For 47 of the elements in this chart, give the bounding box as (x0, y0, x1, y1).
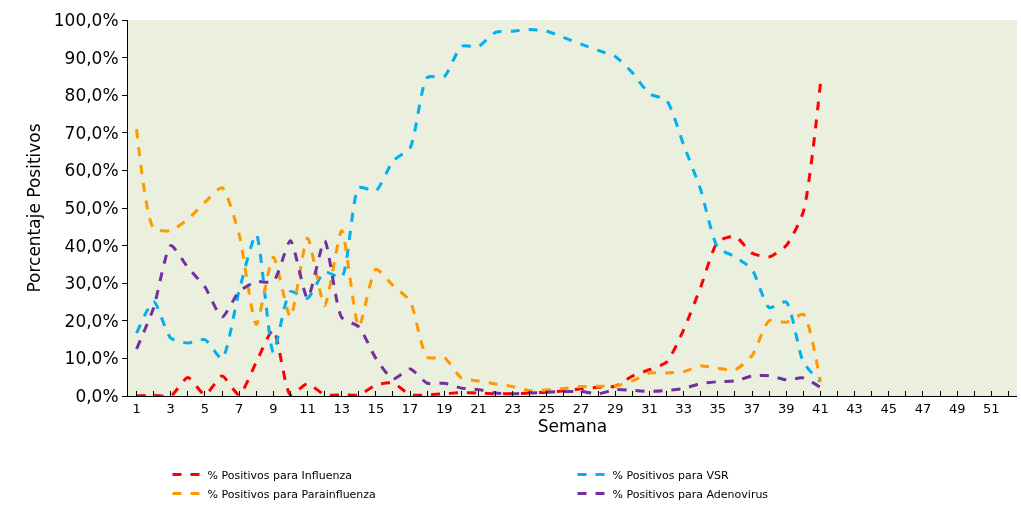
x-tick-label: 23 (504, 400, 521, 416)
y-tick-label: 40,0% (64, 235, 119, 256)
x-tick-label: 21 (470, 400, 487, 416)
x-tick-label: 45 (880, 400, 898, 416)
y-tick-label: 100,0% (53, 9, 119, 30)
x-tick-label: 41 (812, 400, 829, 416)
x-tick-label: 37 (743, 400, 761, 416)
x-tick-label: 31 (641, 400, 658, 416)
legend-label: % Positivos para Adenovirus (612, 487, 769, 501)
x-tick-label: 49 (948, 400, 966, 416)
y-tick-label: 10,0% (64, 348, 119, 369)
x-tick-label: 19 (436, 400, 453, 416)
line-series (135, 239, 822, 396)
x-tick-label: 9 (269, 400, 278, 416)
x-tick-label: 47 (914, 400, 932, 416)
y-tick-label: 0,0% (75, 385, 119, 406)
y-tick-label: 50,0% (64, 197, 119, 218)
line-series (135, 27, 822, 384)
x-tick-label: 39 (777, 400, 795, 416)
line-series (135, 82, 822, 396)
x-tick-label: 43 (846, 400, 863, 416)
legend-label: % Positivos para Parainfluenza (207, 487, 376, 501)
x-tick-label: 11 (299, 400, 316, 416)
y-tick-label: 90,0% (64, 47, 119, 68)
y-tick-label: 70,0% (64, 122, 119, 143)
x-axis-title: Semana (537, 415, 608, 436)
y-tick-label: 30,0% (64, 273, 119, 294)
x-tick-label: 51 (983, 400, 1000, 416)
x-tick-label: 35 (709, 400, 727, 416)
legend-label: % Positivos para Influenza (207, 468, 352, 482)
y-tick-label: 80,0% (64, 85, 119, 106)
x-tick-label: 33 (675, 400, 692, 416)
y-tick-label: 60,0% (64, 160, 119, 181)
legend-label: % Positivos para VSR (612, 468, 730, 482)
x-tick-label: 29 (606, 400, 624, 416)
line-series (135, 127, 822, 393)
x-tick-label: 5 (200, 400, 210, 416)
x-tick-label: 13 (333, 400, 350, 416)
x-tick-label: 15 (367, 400, 385, 416)
x-tick-label: 3 (166, 400, 175, 416)
x-tick-label: 17 (401, 400, 419, 416)
y-tick-label: 20,0% (64, 310, 119, 331)
x-tick-label: 1 (132, 400, 141, 416)
x-tick-label: 25 (538, 400, 556, 416)
x-tick-label: 7 (234, 400, 244, 416)
y-axis-title: Porcentaje Positivos (24, 123, 45, 293)
x-tick-label: 27 (572, 400, 590, 416)
